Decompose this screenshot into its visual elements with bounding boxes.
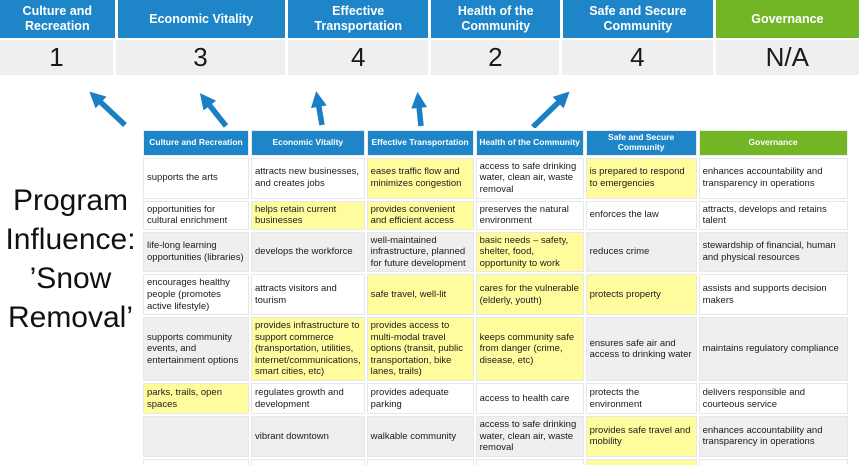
influence-matrix: Culture and Recreation Economic Vitality… (141, 128, 850, 465)
matrix-cell: enforces the law (585, 200, 697, 230)
matrix-cell: maintains regulatory compliance (698, 317, 848, 382)
matrix-cell: basic needs – safety, shelter, food, opp… (475, 231, 584, 273)
matrix-cell: protects property (585, 274, 697, 316)
arrow-up-icon (411, 92, 428, 127)
matrix-cell: cares for the vulnerable (elderly, youth… (475, 274, 584, 316)
matrix-cell: stewardship of financial, human and phys… (698, 231, 848, 273)
matrix-cell: life-long learning opportunities (librar… (143, 231, 249, 273)
score-effective-transportation: 4 (287, 40, 429, 75)
matrix-header-governance: Governance (698, 130, 848, 156)
score-governance: N/A (715, 40, 859, 75)
matrix-cell: access to health care (475, 383, 584, 415)
priority-governance: Governance (715, 0, 859, 38)
matrix-cell: enhances accountability and transparency… (698, 416, 848, 457)
matrix-cell: encourages healthy people (promotes acti… (143, 274, 249, 316)
matrix-cell: opportunities for cultural enrichment (143, 200, 249, 230)
matrix-cell: supports the arts (143, 157, 249, 199)
matrix-cell (143, 458, 249, 465)
matrix-header-safe-secure: Safe and Secure Community (585, 130, 697, 156)
matrix-cell: keeps community safe from danger (crime,… (475, 317, 584, 382)
matrix-row: supports community events, and entertain… (143, 317, 848, 382)
matrix-header-health-community: Health of the Community (475, 130, 584, 156)
matrix-header-culture-recreation: Culture and Recreation (143, 130, 249, 156)
matrix-cell: ensures safe air and access to drinking … (585, 317, 697, 382)
arrow-up-icon (89, 91, 127, 128)
matrix-header-economic-vitality: Economic Vitality (251, 130, 365, 156)
matrix-cell: supports community events, and entertain… (143, 317, 249, 382)
matrix-cell (251, 458, 365, 465)
matrix-cell: enhances accountability and transparency… (698, 157, 848, 199)
matrix-cell: reduces crime (585, 231, 697, 273)
matrix-cell: provides safe travel and mobility (585, 416, 697, 457)
matrix-cell: walkable community (366, 416, 474, 457)
matrix-cell: parks, trails, open spaces (143, 383, 249, 415)
matrix-row: opportunities for cultural enrichment he… (143, 200, 848, 230)
matrix-cell (698, 458, 848, 465)
score-economic-vitality: 3 (115, 40, 285, 75)
matrix-cell: develops the workforce (251, 231, 365, 273)
matrix-cell: access to safe drinking water, clean air… (475, 157, 584, 199)
matrix-header-effective-transportation: Effective Transportation (366, 130, 474, 156)
matrix-cell: assists and supports decision makers (698, 274, 848, 316)
priority-health-community: Health of the Community (431, 0, 560, 38)
matrix-cell: protects the environment (585, 383, 697, 415)
matrix-cell: provides infrastructure to support comme… (251, 317, 365, 382)
matrix-cell: attracts, develops and retains talent (698, 200, 848, 230)
matrix-cell: access to safe drinking water, clean air… (475, 416, 584, 457)
priority-header-band: Culture and Recreation Economic Vitality… (0, 0, 859, 38)
matrix-cell: provides adequate parking (366, 383, 474, 415)
matrix-cell: provides access to multi-modal travel op… (366, 317, 474, 382)
matrix-cell: helps retain current businesses (251, 200, 365, 230)
matrix-row: vibrant downtown walkable community acce… (143, 416, 848, 457)
arrow-up-icon (310, 91, 327, 126)
arrow-up-icon (199, 93, 229, 128)
priority-effective-transportation: Effective Transportation (287, 0, 429, 38)
matrix-cell: vibrant downtown (251, 416, 365, 457)
matrix-cell: attracts new businesses, and creates job… (251, 157, 365, 199)
matrix-cell (475, 458, 584, 465)
matrix-cell: delivers responsible and courteous servi… (698, 383, 848, 415)
score-safe-secure: 4 (562, 40, 713, 75)
score-band: 1 3 4 2 4 N/A (0, 40, 859, 75)
priority-culture-recreation: Culture and Recreation (0, 0, 115, 38)
matrix-row: encourages healthy people (promotes acti… (143, 274, 848, 316)
matrix-row: parks, trails, open spaces regulates gro… (143, 383, 848, 415)
score-culture-recreation: 1 (0, 40, 113, 75)
matrix-row: life-long learning opportunities (librar… (143, 231, 848, 273)
matrix-cell: well-maintained infrastructure, planned … (366, 231, 474, 273)
priority-safe-secure: Safe and Secure Community (562, 0, 713, 38)
matrix-cell: provides convenient and efficient access (366, 200, 474, 230)
program-title: Program Influence: ’Snow Removal’ (5, 184, 136, 334)
matrix-cell: looks after it's most vulnerable (585, 458, 697, 465)
score-health-community: 2 (431, 40, 560, 75)
matrix-cell (366, 458, 474, 465)
matrix-cell: regulates growth and development (251, 383, 365, 415)
matrix-cell: eases traffic flow and minimizes congest… (366, 157, 474, 199)
matrix-row: supports the arts attracts new businesse… (143, 157, 848, 199)
arrows-overlay (89, 91, 570, 129)
matrix-row: looks after it's most vulnerable (143, 458, 848, 465)
matrix-cell (143, 416, 249, 457)
matrix-cell: preserves the natural environment (475, 200, 584, 230)
matrix-header-row: Culture and Recreation Economic Vitality… (143, 130, 848, 156)
matrix-cell: attracts visitors and tourism (251, 274, 365, 316)
matrix-cell: safe travel, well-lit (366, 274, 474, 316)
priority-economic-vitality: Economic Vitality (117, 0, 285, 38)
arrow-up-icon (531, 91, 570, 129)
matrix-cell: is prepared to respond to emergencies (585, 157, 697, 199)
